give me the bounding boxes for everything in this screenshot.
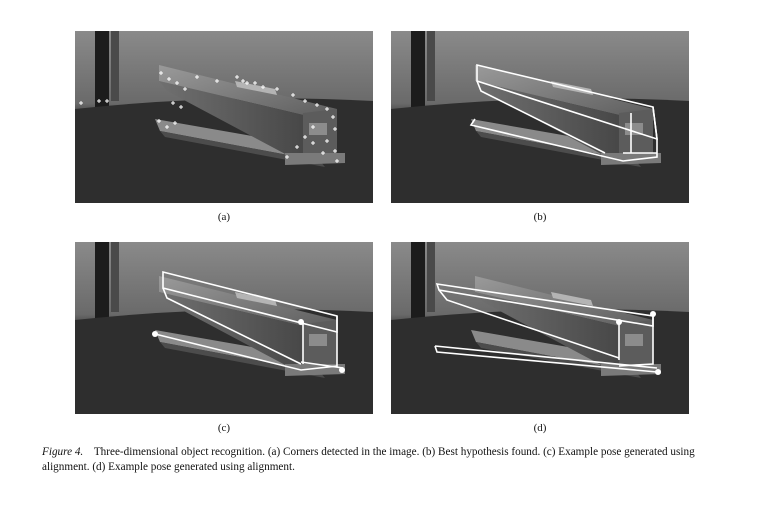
alignment-point bbox=[650, 311, 656, 317]
alignment-point bbox=[152, 331, 158, 337]
panel-d-label: (d) bbox=[533, 422, 547, 434]
figure-caption: Figure 4. Three-dimensional object recog… bbox=[42, 445, 732, 475]
panel-a-label: (a) bbox=[217, 211, 231, 223]
panel-b-image bbox=[391, 31, 689, 203]
alignment-point bbox=[655, 369, 661, 375]
alignment-point bbox=[616, 319, 622, 325]
panel-b-label: (b) bbox=[533, 211, 547, 223]
alignment-wireframe bbox=[434, 283, 658, 373]
panel-d-image bbox=[391, 242, 689, 414]
panel-c-label: (c) bbox=[217, 422, 231, 434]
alignment-point bbox=[298, 319, 304, 325]
corner-markers bbox=[79, 71, 339, 163]
panel-c-image bbox=[75, 242, 373, 414]
panel-a-image bbox=[75, 31, 373, 203]
figure-label: Figure 4. bbox=[42, 446, 84, 458]
alignment-point bbox=[339, 367, 345, 373]
caption-text: Three-dimensional object recognition. (a… bbox=[42, 446, 695, 473]
alignment-wireframe bbox=[154, 270, 344, 371]
hypothesis-wireframe bbox=[469, 63, 658, 162]
